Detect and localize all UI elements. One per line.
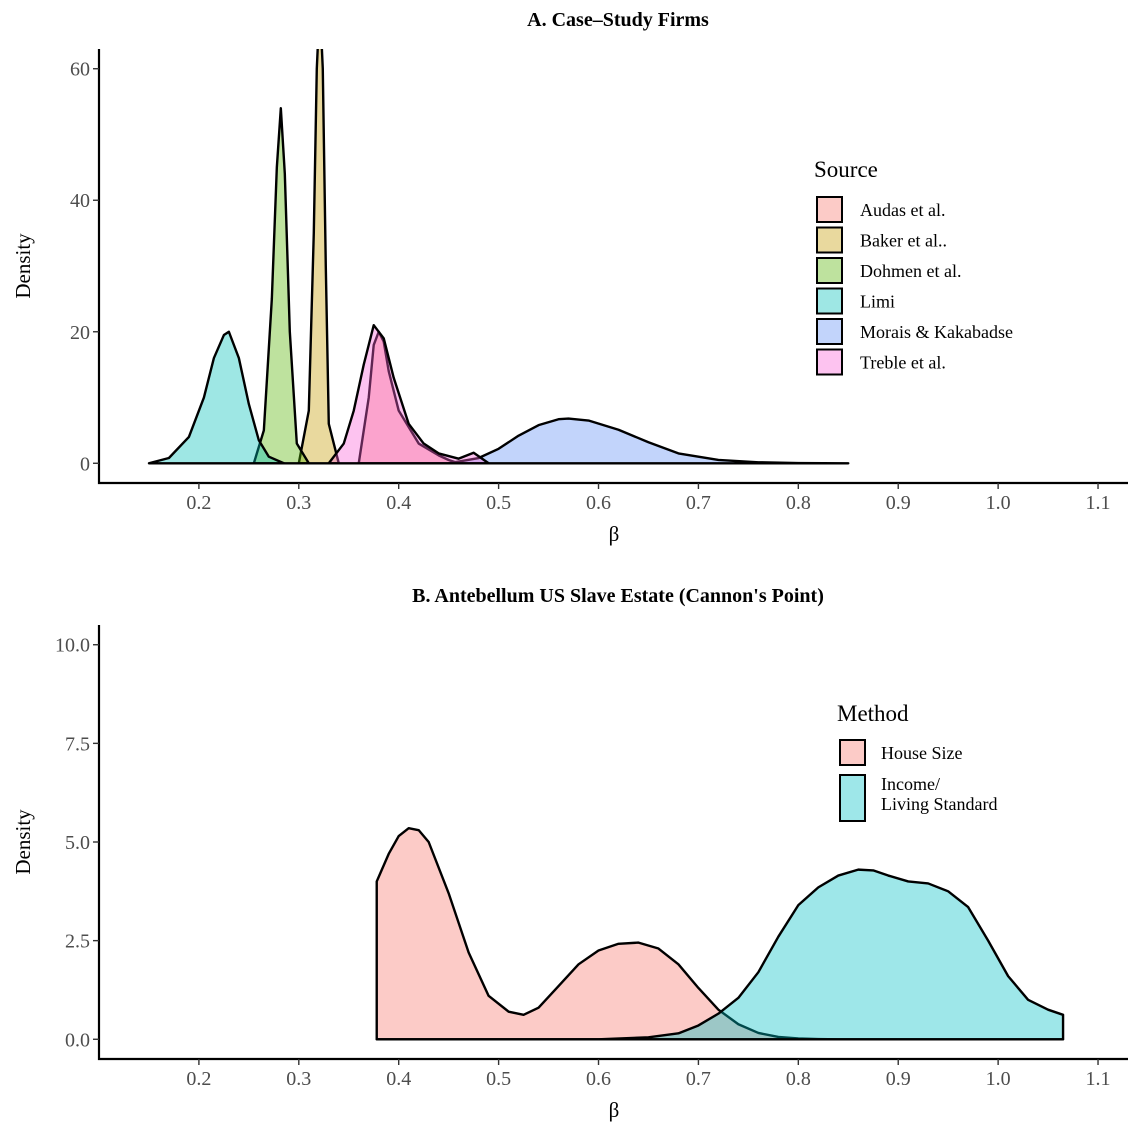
panel-b-x-ticks: 0.2 0.3 0.4 0.5 0.6 0.7 0.8 0.9 1.0 1.1 xyxy=(186,1059,1111,1090)
legend-key-limi xyxy=(816,287,843,315)
y-tick-label: 2.5 xyxy=(65,931,90,953)
legend-key-morais-kakabadse xyxy=(816,318,843,345)
density-baker-et-al xyxy=(297,49,340,465)
density-treble-et-al xyxy=(327,323,490,465)
x-tick-label: 0.3 xyxy=(286,492,311,514)
panel-b: B. Antebellum US Slave Estate (Cannon's … xyxy=(11,585,1128,1122)
x-tick-label: 0.2 xyxy=(186,1068,211,1090)
panel-a-x-ticks: 0.2 0.3 0.4 0.5 0.6 0.7 0.8 0.9 1.0 1.1 xyxy=(186,483,1111,514)
panel-b-legend: Method House Size Income/Living Standard xyxy=(837,701,997,822)
x-tick-label: 1.1 xyxy=(1086,492,1111,514)
panel-b-legend-title: Method xyxy=(837,701,909,726)
y-tick-label: 60 xyxy=(70,59,90,81)
legend-key-dohmen-et-al xyxy=(816,257,843,284)
legend-key-house-size xyxy=(839,739,866,766)
x-tick-label: 0.5 xyxy=(486,1068,511,1090)
panel-a-x-axis-title: β xyxy=(609,522,620,546)
legend-key-treble-et-al xyxy=(816,348,843,376)
panel-a: A. Case–Study Firms 0.2 0.3 0.4 0.5 0.6 0.7 0.… xyxy=(11,9,1128,546)
legend-label: House Size xyxy=(881,743,962,763)
x-tick-label: 0.6 xyxy=(586,492,611,514)
density-limi xyxy=(147,330,286,465)
x-tick-label: 0.7 xyxy=(686,492,711,514)
legend-label: Audas et al. xyxy=(860,200,945,220)
x-tick-label: 0.8 xyxy=(786,492,811,514)
x-tick-label: 0.9 xyxy=(886,492,911,514)
panel-b-title: B. Antebellum US Slave Estate (Cannon's … xyxy=(412,585,824,607)
legend-key-audas-et-al xyxy=(816,196,843,223)
y-tick-label: 20 xyxy=(70,322,90,344)
panel-a-y-ticks: 0 20 40 60 xyxy=(70,59,99,475)
panel-a-legend: Source Audas et al. Baker et al.. Dohmen e… xyxy=(814,157,1013,376)
y-tick-label: 7.5 xyxy=(65,733,90,755)
panel-a-y-axis-title: Density xyxy=(11,233,35,299)
panel-a-legend-title: Source xyxy=(814,157,878,182)
x-tick-label: 0.7 xyxy=(686,1068,711,1090)
x-tick-label: 1.1 xyxy=(1086,1068,1111,1090)
panel-b-y-ticks: 0.0 2.5 5.0 7.5 10.0 xyxy=(55,635,99,1051)
x-tick-label: 0.8 xyxy=(786,1068,811,1090)
y-tick-label: 5.0 xyxy=(65,832,90,854)
density-house-size xyxy=(375,826,1065,1041)
panel-b-x-axis-title: β xyxy=(609,1098,620,1122)
legend-label: Limi xyxy=(860,292,895,312)
legend-label: Income/ xyxy=(881,774,940,794)
x-tick-label: 0.2 xyxy=(186,492,211,514)
legend-label: Baker et al.. xyxy=(860,231,947,251)
x-tick-label: 0.6 xyxy=(586,1068,611,1090)
panel-b-series xyxy=(375,826,1065,1041)
x-tick-label: 0.9 xyxy=(886,1068,911,1090)
panel-a-series xyxy=(147,49,850,465)
x-tick-label: 0.4 xyxy=(386,492,411,514)
legend-key-income-living-standard xyxy=(839,774,866,822)
panel-b-y-axis-title: Density xyxy=(11,809,35,875)
x-tick-label: 0.5 xyxy=(486,492,511,514)
legend-label: Treble et al. xyxy=(860,353,946,373)
y-tick-label: 40 xyxy=(70,190,90,212)
x-tick-label: 1.0 xyxy=(986,492,1011,514)
density-dohmen-et-al xyxy=(252,106,310,465)
density-income-living-standard xyxy=(375,868,1065,1041)
legend-label: Dohmen et al. xyxy=(860,261,961,281)
panel-a-axis-frame xyxy=(97,49,1128,485)
panel-b-axis-frame xyxy=(97,625,1128,1061)
x-tick-label: 1.0 xyxy=(986,1068,1011,1090)
x-tick-label: 0.4 xyxy=(386,1068,411,1090)
density-audas-et-al xyxy=(357,330,460,465)
y-tick-label: 0 xyxy=(80,453,90,475)
density-morais-kakabadse xyxy=(447,417,850,465)
x-tick-label: 0.3 xyxy=(286,1068,311,1090)
y-tick-label: 10.0 xyxy=(55,635,90,657)
panel-a-title: A. Case–Study Firms xyxy=(527,9,709,31)
legend-label: Living Standard xyxy=(881,794,997,814)
legend-label: Morais & Kakabadse xyxy=(860,322,1013,342)
y-tick-label: 0.0 xyxy=(65,1029,90,1051)
legend-key-baker-et-al xyxy=(816,226,843,254)
